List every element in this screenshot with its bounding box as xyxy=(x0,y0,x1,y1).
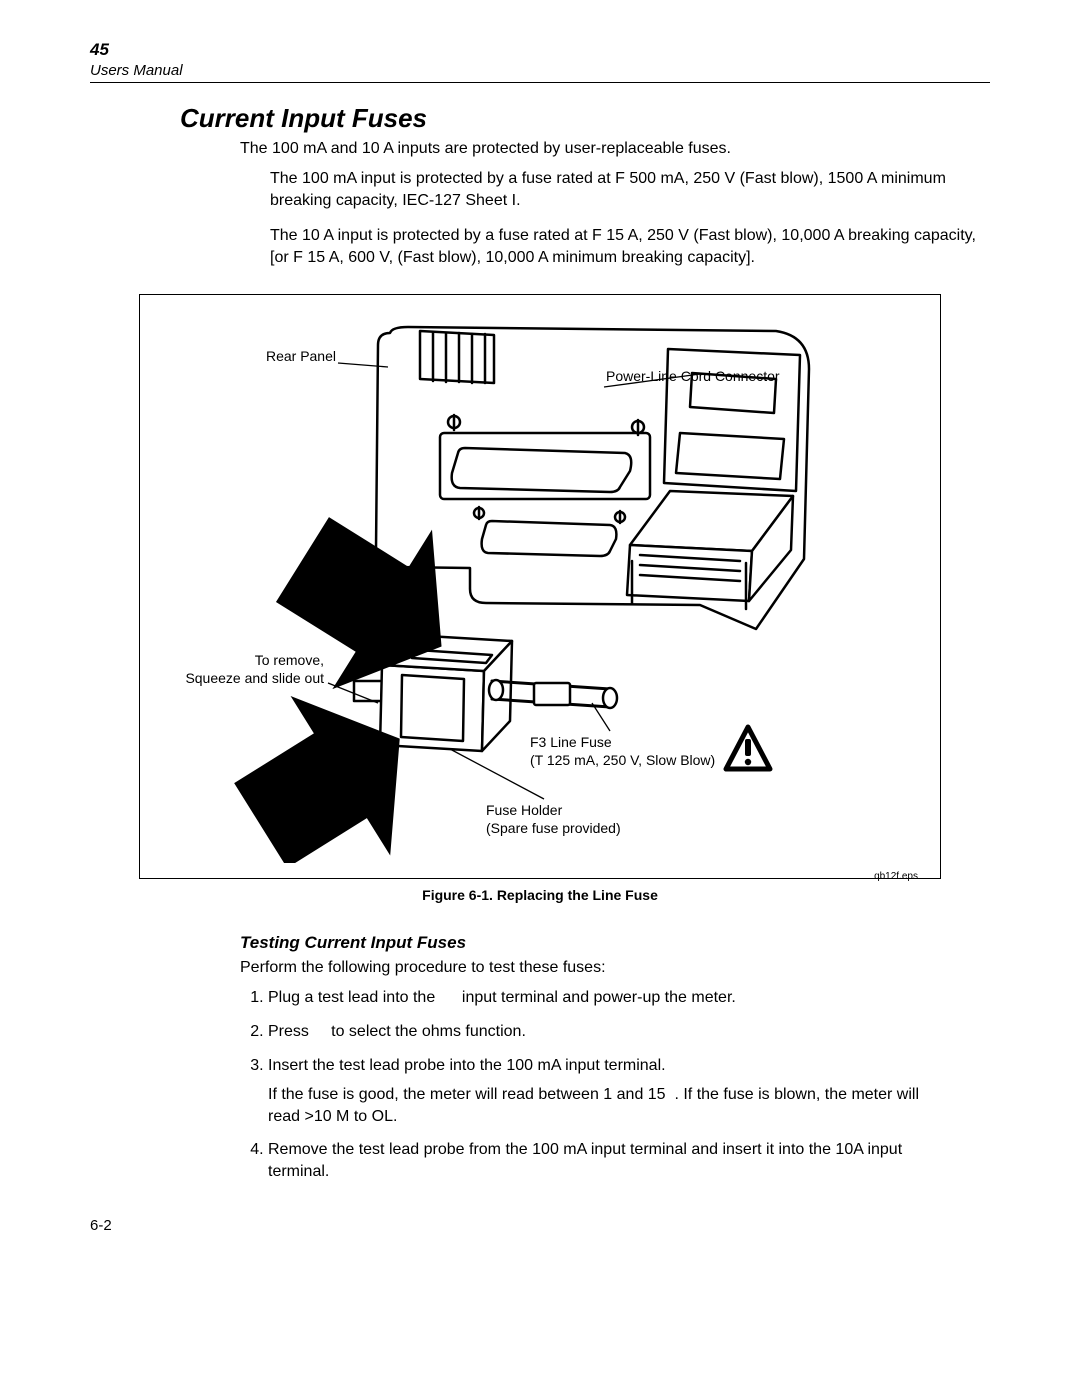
label-remove-2: Squeeze and slide out xyxy=(185,670,324,686)
subsection-title: Testing Current Input Fuses xyxy=(240,933,990,953)
subsection-intro: Perform the following procedure to test … xyxy=(240,959,990,977)
step-1: Plug a test lead into the input terminal… xyxy=(268,987,950,1009)
section-intro: The 100 mA and 10 A inputs are protected… xyxy=(240,140,990,158)
figure-eps: qb12f.eps xyxy=(874,871,918,882)
manual-name: Users Manual xyxy=(90,62,990,79)
step-3: Insert the test lead probe into the 100 … xyxy=(268,1055,950,1128)
figure-caption-row: qb12f.eps Figure 6-1. Replacing the Line… xyxy=(90,887,990,903)
steps-list: Plug a test lead into the input terminal… xyxy=(240,987,950,1182)
label-remove-1: To remove, xyxy=(255,652,324,668)
label-power-connector: Power-Line Cord Connector xyxy=(606,368,780,384)
label-holder-2: (Spare fuse provided) xyxy=(486,820,621,836)
footer-page-number: 6-2 xyxy=(90,1217,990,1234)
section-title: Current Input Fuses xyxy=(180,103,990,134)
step-4: Remove the test lead probe from the 100 … xyxy=(268,1139,950,1182)
step-3-text: Insert the test lead probe into the 100 … xyxy=(268,1057,666,1074)
header-divider xyxy=(90,82,990,83)
figure-frame: Rear Panel Power-Line Cord Connector To … xyxy=(139,294,941,879)
figure-svg: Rear Panel Power-Line Cord Connector To … xyxy=(140,303,940,863)
label-rear-panel: Rear Panel xyxy=(266,348,336,364)
label-f3-2: (T 125 mA, 250 V, Slow Blow) xyxy=(530,752,715,768)
figure-caption: Figure 6-1. Replacing the Line Fuse xyxy=(422,887,658,903)
label-f3-1: F3 Line Fuse xyxy=(530,734,612,750)
step-2: Press to select the ohms function. xyxy=(268,1021,950,1043)
step-3-extra: If the fuse is good, the meter will read… xyxy=(268,1084,950,1127)
page-number: 45 xyxy=(90,40,990,60)
label-holder-1: Fuse Holder xyxy=(486,802,563,818)
section-para-1: The 100 mA input is protected by a fuse … xyxy=(270,168,990,211)
section-para-2: The 10 A input is protected by a fuse ra… xyxy=(270,225,990,268)
